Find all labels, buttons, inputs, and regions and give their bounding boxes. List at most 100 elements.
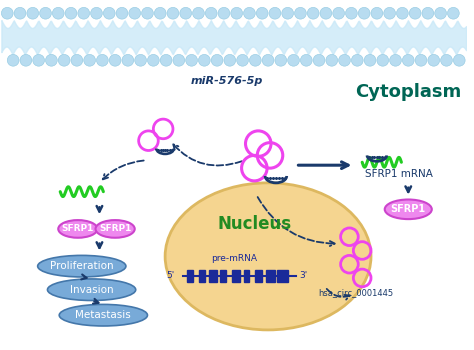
Circle shape [27,7,39,19]
Text: SFRP1 mRNA: SFRP1 mRNA [365,169,432,179]
Circle shape [122,54,134,66]
Bar [255,270,262,282]
Ellipse shape [95,220,135,238]
Circle shape [33,54,45,66]
Circle shape [84,54,95,66]
Circle shape [91,7,102,19]
Circle shape [244,7,255,19]
Circle shape [186,54,198,66]
Circle shape [155,7,166,19]
Circle shape [288,54,300,66]
Circle shape [20,54,32,66]
Circle shape [313,54,325,66]
Bar [266,270,275,282]
Circle shape [377,54,389,66]
Circle shape [116,7,128,19]
Text: 3': 3' [300,272,308,280]
Circle shape [338,54,350,66]
Circle shape [307,7,319,19]
Ellipse shape [47,279,136,301]
Circle shape [428,54,439,66]
Ellipse shape [59,304,147,326]
Circle shape [256,7,268,19]
Text: Nucleus: Nucleus [217,215,291,233]
Circle shape [358,7,370,19]
Bar [232,270,240,282]
Circle shape [371,7,383,19]
Text: hsa_circ_0001445: hsa_circ_0001445 [319,289,394,298]
Circle shape [147,54,159,66]
Circle shape [65,7,77,19]
Circle shape [71,54,83,66]
Circle shape [441,54,452,66]
Text: pre-mRNA: pre-mRNA [211,254,257,263]
Bar [220,270,226,282]
Circle shape [409,7,421,19]
Circle shape [390,54,401,66]
Circle shape [346,7,357,19]
Circle shape [447,7,459,19]
Circle shape [415,54,427,66]
Bar [277,270,288,282]
Circle shape [262,54,274,66]
Circle shape [435,7,447,19]
Circle shape [160,54,172,66]
Circle shape [249,54,261,66]
Text: Metastasis: Metastasis [75,310,131,320]
Ellipse shape [58,220,98,238]
Circle shape [52,7,64,19]
Circle shape [205,7,217,19]
Circle shape [97,54,108,66]
Circle shape [78,7,90,19]
Bar [209,270,217,282]
Text: Proliferation: Proliferation [50,261,114,271]
Circle shape [396,7,408,19]
Circle shape [135,54,146,66]
Text: SFRP1: SFRP1 [99,224,131,233]
Circle shape [453,54,465,66]
Circle shape [275,54,287,66]
Circle shape [173,54,185,66]
Bar [244,270,249,282]
Circle shape [402,54,414,66]
Circle shape [294,7,306,19]
Bar [187,270,193,282]
Circle shape [1,7,13,19]
Circle shape [109,54,121,66]
Circle shape [384,7,395,19]
Circle shape [320,7,332,19]
Text: SFRP1: SFRP1 [62,224,94,233]
Circle shape [58,54,70,66]
Circle shape [142,7,154,19]
Text: miR-576-5p: miR-576-5p [191,76,263,86]
Circle shape [40,7,51,19]
Circle shape [237,54,248,66]
Circle shape [211,54,223,66]
Circle shape [7,54,19,66]
Circle shape [218,7,230,19]
Circle shape [46,54,57,66]
Ellipse shape [165,183,371,330]
Text: Cytoplasm: Cytoplasm [355,83,461,100]
Circle shape [199,54,210,66]
Circle shape [180,7,191,19]
Circle shape [103,7,115,19]
Text: 5': 5' [167,272,175,280]
Circle shape [364,54,376,66]
Ellipse shape [37,256,126,277]
Circle shape [231,7,243,19]
Text: Invasion: Invasion [70,285,113,295]
Circle shape [269,7,281,19]
Circle shape [326,54,337,66]
Circle shape [192,7,204,19]
Circle shape [351,54,363,66]
Circle shape [224,54,236,66]
Text: SFRP1: SFRP1 [391,204,426,214]
Bar [199,270,205,282]
Circle shape [129,7,141,19]
Circle shape [422,7,434,19]
Circle shape [14,7,26,19]
Ellipse shape [385,199,432,219]
Circle shape [333,7,345,19]
Circle shape [301,54,312,66]
